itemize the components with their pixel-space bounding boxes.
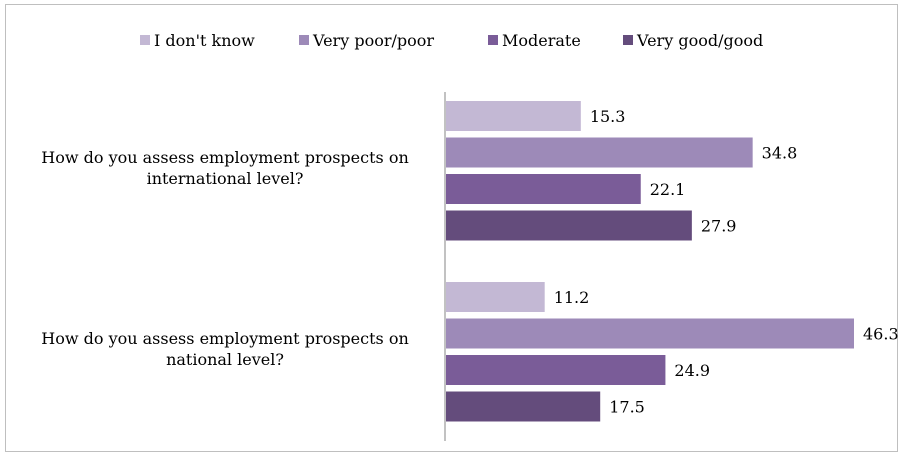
legend-label-2: Moderate xyxy=(502,31,581,50)
value-labels: 15.3 34.8 22.1 27.9 11.2 46.3 24.9 17.5 xyxy=(554,107,899,417)
category-label-line: international level? xyxy=(147,169,304,188)
category-label-line: national level? xyxy=(166,350,284,369)
legend: I don't know Very poor/poor Moderate Very g… xyxy=(140,31,763,50)
category-label-1: How do you assess employment prospects o… xyxy=(41,329,409,369)
bar-1-1 xyxy=(446,318,854,349)
bar-1-2 xyxy=(446,355,666,385)
bar-0-0 xyxy=(446,101,581,131)
value-label-0-1: 34.8 xyxy=(762,144,798,163)
value-label-1-0: 11.2 xyxy=(554,288,590,307)
bar-1-3 xyxy=(446,391,601,422)
legend-swatch-2 xyxy=(488,35,498,45)
legend-label-3: Very good/good xyxy=(636,31,763,50)
value-label-1-1: 46.3 xyxy=(863,325,899,344)
category-label-0: How do you assess employment prospects o… xyxy=(41,148,409,188)
legend-swatch-3 xyxy=(623,35,633,45)
bar-0-1 xyxy=(446,137,753,168)
bar-0-3 xyxy=(446,210,692,241)
value-label-0-3: 27.9 xyxy=(701,217,737,236)
legend-swatch-0 xyxy=(140,35,150,45)
value-label-1-3: 17.5 xyxy=(609,398,645,417)
value-label-0-2: 22.1 xyxy=(650,180,686,199)
bar-1-0 xyxy=(446,282,545,312)
category-label-line: How do you assess employment prospects o… xyxy=(41,329,409,348)
bar-0-2 xyxy=(446,174,641,204)
legend-label-0: I don't know xyxy=(154,31,255,50)
value-label-1-2: 24.9 xyxy=(674,361,710,380)
category-labels: How do you assess employment prospects o… xyxy=(41,148,409,369)
bars xyxy=(446,101,854,422)
legend-label-1: Very poor/poor xyxy=(312,31,434,50)
value-label-0-0: 15.3 xyxy=(590,107,626,126)
legend-swatch-1 xyxy=(299,35,309,45)
category-label-line: How do you assess employment prospects o… xyxy=(41,148,409,167)
